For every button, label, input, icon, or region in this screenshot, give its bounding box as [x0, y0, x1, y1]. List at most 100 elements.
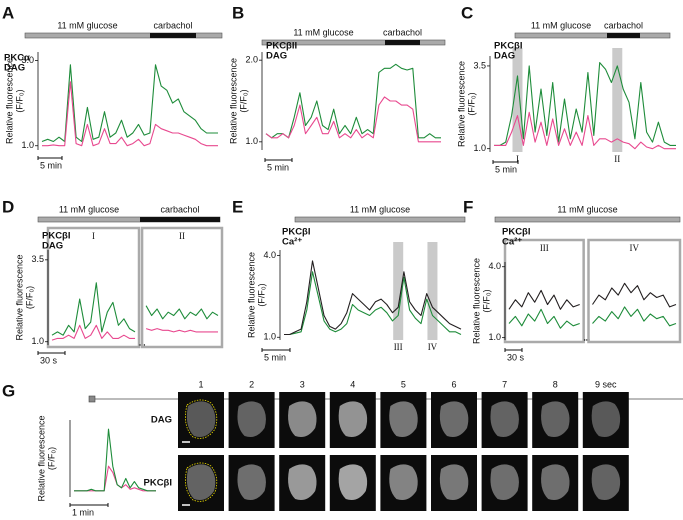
y-axis-label: Relative fluorescence: [4, 58, 14, 144]
trace: [42, 81, 218, 147]
cell: [186, 464, 216, 500]
y-tick-label: 1.0: [473, 143, 486, 153]
legend-label: PKCβII: [266, 41, 297, 52]
legend-label: DAG: [42, 241, 63, 252]
frame-label: 3: [300, 379, 305, 389]
panel-letter: C: [461, 3, 473, 22]
frame-label: 7: [502, 379, 507, 389]
break-dot: [583, 339, 586, 341]
cell: [591, 464, 621, 500]
y-axis-label: Relative fluorescence: [456, 61, 466, 147]
break-dot: [143, 344, 146, 346]
scale-bar-label: 5 min: [40, 160, 62, 170]
highlight-band: [612, 48, 623, 152]
treatment-bar: [494, 216, 681, 223]
cell: [439, 401, 469, 437]
cell: [389, 401, 418, 437]
highlight-band: [393, 242, 404, 340]
cell: [288, 401, 317, 437]
legend-label: PKCβI: [502, 227, 531, 238]
panel-letter: E: [232, 197, 243, 216]
trace: [284, 271, 462, 336]
highlight-band: [512, 48, 523, 152]
y-tick-label: 3.0: [21, 55, 34, 65]
cell: [591, 401, 621, 437]
y-axis-label: Relative fluorescence: [246, 252, 256, 338]
break-dot: [139, 344, 141, 346]
frame-label: 4: [350, 379, 355, 389]
cell: [541, 464, 570, 500]
treatment-bar: [607, 33, 640, 38]
region-label: III: [394, 342, 403, 352]
scale-bar-label: 30 s: [507, 352, 525, 362]
y-axis-label: Relative fluorescence: [228, 58, 238, 144]
trace: [494, 62, 676, 146]
treatment-bar: [150, 33, 196, 38]
region-label: II: [614, 154, 620, 164]
frame-label: 1: [198, 379, 203, 389]
legend-label: Ca²⁺: [282, 237, 302, 248]
trace: [265, 63, 441, 139]
cell: [541, 401, 570, 437]
y-axis-unit: (F/F₀): [46, 447, 56, 470]
y-axis-unit: (F/F₀): [481, 289, 491, 312]
scale-bar-label: 5 min: [495, 164, 517, 174]
scale-bar-label: 1 min: [72, 507, 94, 517]
cell: [288, 464, 317, 500]
scale-bar-label: 30 s: [40, 355, 58, 365]
treatment-bar: [140, 217, 220, 222]
inset-box: [503, 238, 585, 344]
treatment-bar: [294, 216, 466, 223]
frame-label: 9 sec: [595, 379, 617, 389]
frame-label: 5: [401, 379, 406, 389]
legend-label: Ca²⁺: [502, 237, 522, 248]
cell: [338, 401, 368, 437]
trace: [284, 260, 462, 336]
inset-box: [140, 226, 224, 349]
y-tick-label: 3.5: [473, 60, 486, 70]
treatment-bar: [261, 39, 446, 46]
y-axis-label: Relative fluorescence: [36, 415, 46, 501]
trace: [41, 64, 218, 143]
panel-letter: F: [463, 197, 473, 216]
y-axis-unit: (F/F₀): [256, 283, 266, 306]
treatment-label: carbachol: [160, 204, 199, 214]
frame-label: 2: [249, 379, 254, 389]
cell: [237, 401, 266, 437]
treatment-bar: [24, 32, 223, 39]
panel-letter: G: [2, 381, 15, 400]
trace: [508, 306, 677, 329]
cell-outline: [185, 462, 218, 502]
row-label: PKCβI: [144, 478, 173, 489]
cell: [439, 464, 469, 500]
treatment-bar: [514, 32, 671, 39]
inset-box: [587, 238, 682, 344]
treatment-label: 11 mM glucose: [293, 27, 353, 37]
treatment-label: carbachol: [383, 27, 422, 37]
scale-bar-label: 5 min: [267, 162, 289, 172]
y-tick-label: 4.0: [488, 261, 501, 271]
y-tick-label: 1.0: [21, 140, 34, 150]
y-tick-label: 4.0: [263, 250, 276, 260]
y-tick-label: 3.5: [31, 254, 44, 264]
cell-outline: [185, 399, 218, 439]
region-label: IV: [428, 342, 438, 352]
trace: [494, 111, 676, 150]
panel-letter: D: [2, 197, 14, 216]
region-label: IV: [630, 243, 640, 253]
cell: [490, 464, 519, 500]
cell: [237, 464, 266, 500]
y-axis-label: Relative fluorescence: [471, 258, 481, 344]
cell: [389, 464, 418, 500]
break-dot: [586, 339, 588, 341]
treatment-label: carbachol: [604, 20, 643, 30]
y-axis-unit: (F/F₀): [238, 89, 248, 112]
treatment-label: 11 mM glucose: [59, 204, 119, 214]
treatment-label: 11 mM glucose: [57, 20, 117, 30]
legend-label: DAG: [494, 51, 515, 62]
trace: [74, 428, 156, 492]
frame-label: 6: [451, 379, 456, 389]
treatment-label: 11 mM glucose: [531, 20, 591, 30]
y-axis-unit: (F/F₀): [24, 286, 34, 309]
